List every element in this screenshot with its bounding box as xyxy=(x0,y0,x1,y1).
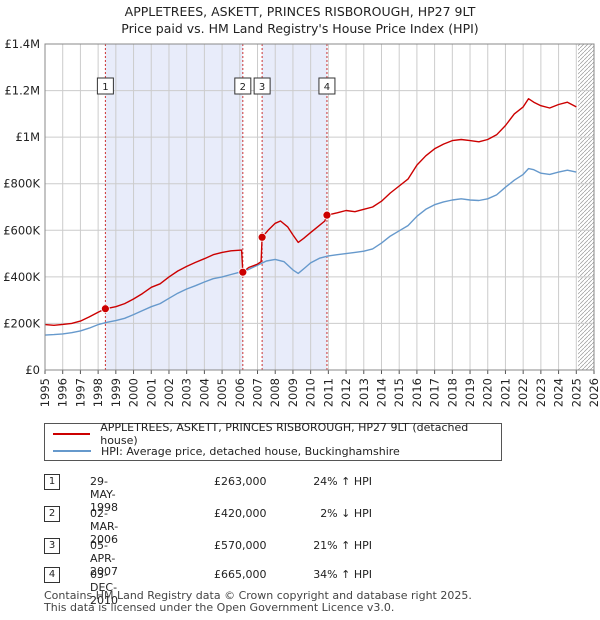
transaction-price: £263,000 xyxy=(214,475,267,488)
x-tick-label: 2021 xyxy=(498,378,512,407)
transaction-hpi-diff: 24% ↑ HPI xyxy=(313,475,372,488)
x-tick-label: 1997 xyxy=(73,378,87,407)
x-tick-label: 2017 xyxy=(428,378,442,407)
transaction-price: £665,000 xyxy=(214,568,267,581)
x-tick-label: 1996 xyxy=(56,378,70,407)
sale-label-number: 3 xyxy=(259,82,265,93)
x-tick-label: 2024 xyxy=(552,378,566,407)
transaction-hpi-diff: 2% ↓ HPI xyxy=(320,507,372,520)
y-tick-label: £1.4M xyxy=(4,37,40,51)
footer-copyright: Contains HM Land Registry data © Crown c… xyxy=(44,589,472,602)
x-tick-label: 2006 xyxy=(233,378,247,407)
y-tick-label: £600K xyxy=(3,223,40,237)
transaction-date: 05-APR-2007 xyxy=(90,539,118,578)
x-tick-label: 2025 xyxy=(569,378,583,407)
property-line-swatch xyxy=(53,433,91,435)
chart-title: APPLETREES, ASKETT, PRINCES RISBOROUGH, … xyxy=(124,4,476,19)
sale-label-number: 4 xyxy=(324,82,330,93)
property-series-line xyxy=(44,98,577,326)
hpi-series-line xyxy=(44,167,577,336)
transaction-date: 03-DEC-2010 xyxy=(90,568,118,607)
y-tick-label: £800K xyxy=(3,177,40,191)
legend: APPLETREES, ASKETT, PRINCES RISBOROUGH, … xyxy=(44,421,502,461)
x-tick-label: 2013 xyxy=(357,378,371,407)
x-tick-label: 2022 xyxy=(516,378,530,407)
legend-item-property: APPLETREES, ASKETT, PRINCES RISBOROUGH, … xyxy=(53,421,501,447)
sale-point xyxy=(100,304,110,314)
transaction-date: 02-MAR-2006 xyxy=(90,507,119,546)
x-tick-label: 2016 xyxy=(410,378,424,407)
sale-point xyxy=(238,267,248,277)
x-tick-label: 2010 xyxy=(304,378,318,407)
x-tick-label: 2009 xyxy=(286,378,300,407)
sale-label-box xyxy=(96,77,114,95)
transaction-hpi-diff: 21% ↑ HPI xyxy=(313,539,372,552)
legend-hpi-label: HPI: Average price, detached house, Buck… xyxy=(101,444,400,458)
sale-label-box xyxy=(234,77,252,95)
transaction-price: £570,000 xyxy=(214,539,267,552)
x-tick-label: 2018 xyxy=(445,378,459,407)
transaction-price: £420,000 xyxy=(214,507,267,520)
x-tick-label: 2002 xyxy=(162,378,176,407)
legend-item-hpi: HPI: Average price, detached house, Buck… xyxy=(53,443,400,459)
chart-subtitle: Price paid vs. HM Land Registry's House … xyxy=(121,21,479,36)
transaction-number: 4 xyxy=(44,567,60,583)
x-tick-label: 2015 xyxy=(392,378,406,407)
hpi-line-swatch xyxy=(53,450,91,452)
y-tick-label: £1M xyxy=(15,130,40,144)
transaction-number: 1 xyxy=(44,474,60,490)
x-tick-label: 2004 xyxy=(197,378,211,407)
y-tick-label: £1.2M xyxy=(4,84,40,98)
x-tick-label: 1995 xyxy=(38,378,52,407)
sale-label-box xyxy=(253,77,271,95)
price-chart: £0 £200K £400K £600K £800K £1M £1.2M £1.4M 1995 1… xyxy=(3,37,600,407)
sale-label-number: 2 xyxy=(240,82,246,93)
x-tick-label: 2003 xyxy=(180,378,194,407)
y-tick-label: £0 xyxy=(25,363,40,377)
x-tick-label: 2026 xyxy=(587,378,600,407)
x-tick-label: 2014 xyxy=(374,378,388,407)
x-tick-label: 1998 xyxy=(91,378,105,407)
transaction-hpi-diff: 34% ↑ HPI xyxy=(313,568,372,581)
x-tick-label: 2023 xyxy=(534,378,548,407)
transaction-number: 3 xyxy=(44,538,60,554)
x-tick-label: 1999 xyxy=(109,378,123,407)
footer-licence: This data is licensed under the Open Gov… xyxy=(44,601,395,614)
x-tick-label: 2005 xyxy=(215,378,229,407)
sale-label-box xyxy=(318,77,336,95)
x-tick-label: 2012 xyxy=(339,378,353,407)
ownership-shade xyxy=(105,44,243,370)
transaction-date: 29-MAY-1998 xyxy=(90,475,118,514)
y-tick-label: £200K xyxy=(3,316,40,330)
plot-frame xyxy=(44,43,595,371)
sale-point xyxy=(322,210,332,220)
future-hatch xyxy=(578,44,594,370)
x-tick-label: 2020 xyxy=(481,378,495,407)
x-tick-label: 2008 xyxy=(268,378,282,407)
y-tick-label: £400K xyxy=(3,270,40,284)
x-tick-label: 2011 xyxy=(321,378,335,407)
sale-label-number: 1 xyxy=(102,82,108,93)
legend-property-label: APPLETREES, ASKETT, PRINCES RISBOROUGH, … xyxy=(100,421,469,447)
x-tick-label: 2019 xyxy=(463,378,477,407)
transaction-number: 2 xyxy=(44,506,60,522)
x-tick-label: 2001 xyxy=(144,378,158,407)
ownership-shade xyxy=(262,44,327,370)
x-tick-label: 2000 xyxy=(127,378,141,407)
sale-point xyxy=(257,232,267,242)
x-tick-label: 2007 xyxy=(251,378,265,407)
